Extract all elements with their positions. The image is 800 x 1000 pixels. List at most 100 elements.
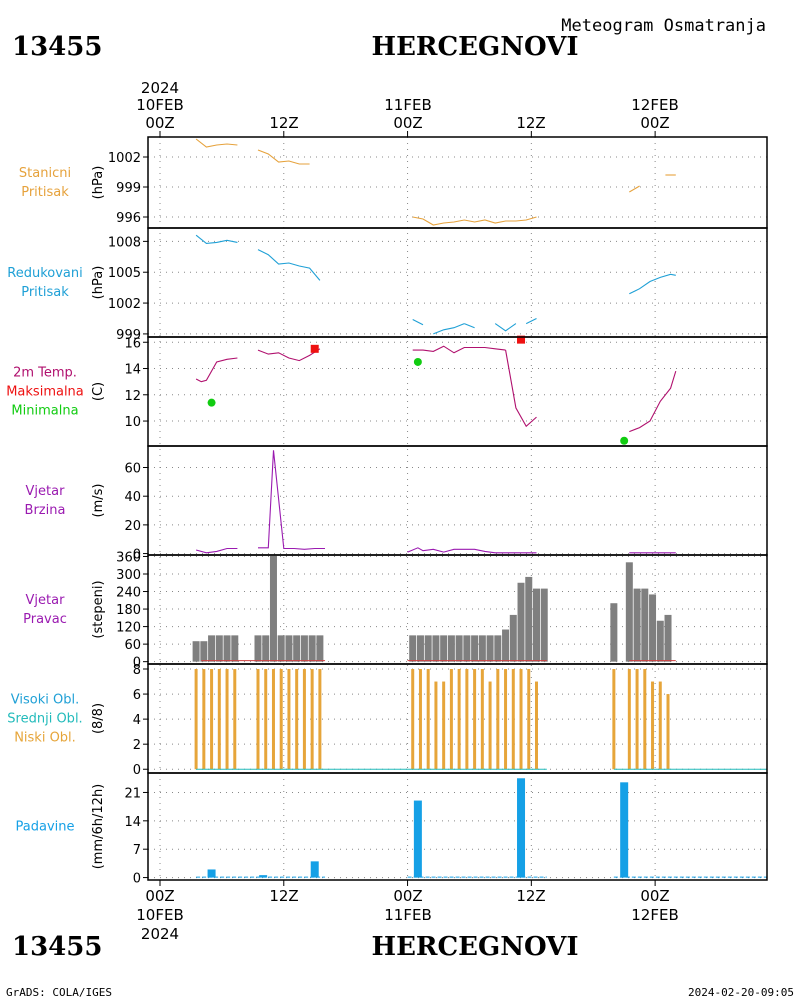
wind-direction-bar [664,614,672,662]
panel-label-line: Srednji Obl. [7,712,82,727]
cloud-cover-bar [643,669,647,770]
wind-direction-bar [610,603,618,662]
cloud-cover-bar [666,694,670,770]
panel-label-line: Pravac [23,612,67,627]
series-line [195,357,238,383]
series-line [412,345,506,354]
panel-label-line: Vjetar [26,484,66,499]
footer-credit: GrADS: COLA/IGES [6,986,112,999]
wind-direction-bar [308,635,316,662]
axis-unit-label: (hPa) [91,166,106,200]
wind-direction-bar [440,635,448,662]
y-tick-label: 60 [124,638,141,653]
panel-label-line: Redukovani [7,266,82,281]
wind-direction-bar [478,635,486,662]
cloud-cover-bar [635,669,639,770]
series-line [412,216,537,226]
cloud-cover-bar [233,669,237,770]
tmin-marker [620,436,629,445]
tmax-marker [310,344,319,353]
y-tick-label: 1008 [108,235,141,250]
y-tick-label: 10 [124,415,141,430]
meteogram-title: Meteogram Osmatranja [561,16,766,36]
cloud-cover-bar [473,669,477,770]
wind-direction-bar [215,635,223,662]
bottom-hour-label-1: 00Z [145,887,174,905]
wind-direction-bar [641,588,649,662]
panel-frame [147,336,768,447]
series-line [407,547,537,554]
precipitation-bar [413,800,422,878]
panel-frame [147,445,768,556]
wind-direction-bar [502,629,510,662]
axis-unit-label: (stepeni) [91,580,106,638]
wind-direction-bar [416,635,424,662]
y-tick-label: 120 [116,621,141,636]
bottom-day-label-2: 11FEB [384,906,431,924]
y-tick-label: 14 [124,815,141,830]
cloud-cover-bar [295,669,299,770]
wind-direction-bar [432,635,440,662]
wind-direction-bar [517,582,525,662]
wind-direction-bar [532,588,540,662]
panel-label-line: Niski Obl. [14,731,76,746]
cloud-cover-bar [527,669,531,770]
axis-unit-label: (mm/6h/12h) [91,784,106,870]
tmin-marker [413,357,422,366]
y-tick-label: 4 [133,713,141,728]
wind-direction-bar [293,635,301,662]
y-tick-label: 0 [133,548,141,563]
cloud-cover-bar [442,681,446,770]
top-hour-label-2: 12Z [269,114,298,132]
top-hour-label-1: 00Z [145,114,174,132]
cloud-cover-bar [449,669,453,770]
cloud-cover-bar [210,669,214,770]
bottom-hour-label-4: 12Z [516,887,545,905]
axis-unit-label: (hPa) [91,266,106,300]
top-day-label-3: 12FEB [631,96,678,114]
y-tick-label: 21 [124,786,141,801]
cloud-cover-bar [310,669,314,770]
cloud-cover-bar [488,681,492,770]
panel-frame [147,136,768,229]
panel-label-line: Vjetar [26,593,66,608]
y-tick-label: 1005 [108,266,141,281]
cloud-cover-bar [202,669,206,770]
wind-direction-bar [525,576,533,662]
panel-label-line: Brzina [25,503,66,518]
footer-timestamp: 2024-02-20-09:05 [688,986,794,999]
y-tick-label: 8 [133,663,141,678]
cloud-cover-bar [318,669,322,770]
y-tick-label: 60 [124,462,141,477]
wind-direction-bar [223,635,231,662]
chart-panels: 9969991002(hPa)StanicniPritisak999100210… [6,131,768,887]
wind-direction-bar [494,635,502,662]
y-tick-label: 7 [133,843,141,858]
cloud-cover-bar [302,669,306,770]
cloud-cover-bar [287,669,291,770]
panel-label-line: Padavine [16,820,75,835]
panel-label-line: Visoki Obl. [11,693,79,708]
wind-direction-bar [633,588,641,662]
precipitation-bar [259,875,268,878]
series-line [195,547,238,554]
wind-direction-bar [509,614,517,662]
wind-direction-bar [463,635,471,662]
cloud-cover-bar [627,669,631,770]
cloud-cover-bar [271,669,275,770]
series-line [258,450,325,550]
wind-direction-bar [200,641,208,662]
y-tick-label: 2 [133,738,141,753]
wind-direction-bar [208,635,216,662]
cloud-cover-bar [519,669,523,770]
wind-direction-bar [455,635,463,662]
wind-direction-bar [625,562,633,662]
cloud-cover-bar [612,669,616,770]
station-id-bottom: 13455 [12,932,102,962]
wind-direction-bar [254,635,262,662]
panel-station_pressure: 996 999 1002(hPa) Stanicni Pritisak [19,136,768,229]
cloud-cover-bar [534,681,538,770]
cloud-cover-bar [264,669,268,770]
y-tick-label: 14 [124,363,141,378]
axis-unit-label: (8/8) [91,703,106,734]
